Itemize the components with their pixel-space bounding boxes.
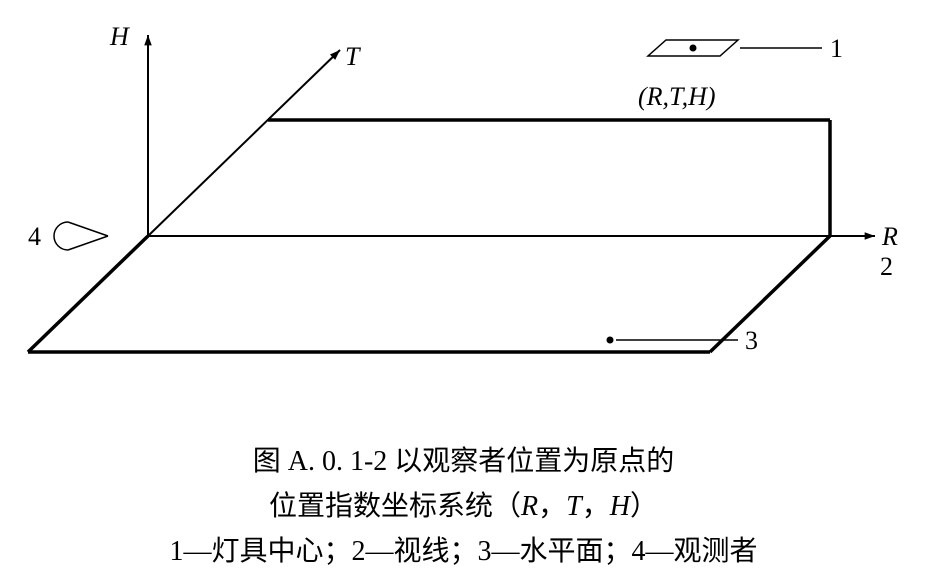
coordinate-diagram — [0, 0, 927, 420]
caption-legend-text: 1—灯具中心；2—视线；3—水平面；4—观测者 — [169, 536, 757, 567]
caption-text-2a: 位置指数坐标系统（ — [269, 491, 521, 522]
caption-text-1: 图 A. 0. 1-2 以观察者位置为原点的 — [253, 446, 675, 477]
caption-sep1: ， — [538, 491, 566, 522]
callout-label-2: 2 — [880, 252, 893, 282]
caption-line-1: 图 A. 0. 1-2 以观察者位置为原点的 — [0, 440, 927, 485]
caption-h: H — [610, 491, 630, 522]
caption-text-2b: ） — [630, 491, 658, 522]
callout-label-1: 1 — [830, 34, 843, 64]
callout-label-3: 3 — [745, 326, 758, 356]
callout-label-4: 4 — [28, 222, 41, 252]
point-label-rth: (R,T,H) — [638, 82, 716, 112]
diagram-container: H T R (R,T,H) 1 2 3 4 图 A. 0. 1-2 以观察者位置… — [0, 0, 927, 581]
caption-sep2: ， — [582, 491, 610, 522]
caption-legend: 1—灯具中心；2—视线；3—水平面；4—观测者 — [0, 530, 927, 575]
caption-t: T — [566, 491, 582, 522]
caption-r: R — [521, 491, 538, 522]
axis-label-r: R — [882, 222, 898, 252]
caption-line-2: 位置指数坐标系统（R，T，H） — [0, 485, 927, 530]
axis-label-h: H — [110, 22, 129, 52]
axis-label-t: T — [345, 42, 359, 72]
